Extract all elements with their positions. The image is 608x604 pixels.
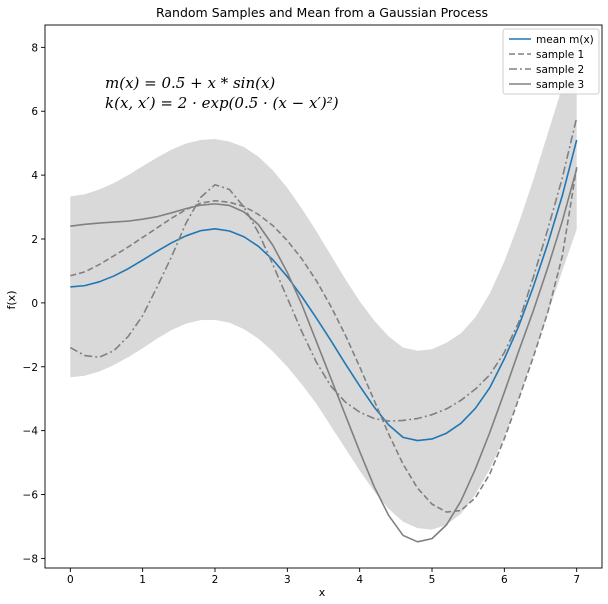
legend-label-mean: mean m(x) [536,34,594,46]
legend-box [502,28,600,95]
chart-title: Random Samples and Mean from a Gaussian … [156,5,488,20]
y-tick-label: 0 [31,298,38,310]
x-tick-label: 2 [212,574,219,586]
confidence-band [70,40,577,530]
y-tick-label: −6 [23,490,39,502]
y-tick-label: 6 [31,106,38,118]
y-tick-label: −4 [23,426,39,438]
plot-frame [44,24,603,569]
axes: 0 1 2 3 4 5 6 7 −8 −6 −4 −2 0 2 4 6 8 [23,24,603,586]
kernel-formula: k(x, x′) = 2 · exp(0.5 · (x − x′)²) [105,94,339,112]
sample-2-line [69,117,578,422]
sample-3-line [70,168,578,543]
x-axis-label: x [319,586,326,599]
y-tick-label: −2 [23,362,38,374]
legend-label-sample-1: sample 1 [536,49,584,61]
y-tick-label: −8 [23,553,38,565]
x-tick-label: 4 [356,574,363,586]
x-tick-label: 3 [284,574,291,586]
legend: mean m(x) sample 1 sample 2 sample 3 [502,28,600,95]
mean-formula: m(x) = 0.5 + x * sin(x) [105,74,275,92]
y-axis-label: f(x) [5,291,18,310]
x-tick-label: 6 [501,574,508,586]
legend-label-sample-2: sample 2 [536,64,584,76]
y-tick-label: 2 [31,234,38,246]
x-tick-label: 5 [429,574,436,586]
x-tick-label: 1 [139,574,146,586]
plot-area [69,40,578,543]
mean-line [70,139,578,442]
y-tick-label: 8 [31,42,38,54]
legend-label-sample-3: sample 3 [536,79,584,91]
y-tick-label: 4 [31,170,38,182]
x-tick-label: 7 [573,574,580,586]
x-tick-label: 0 [67,574,74,586]
